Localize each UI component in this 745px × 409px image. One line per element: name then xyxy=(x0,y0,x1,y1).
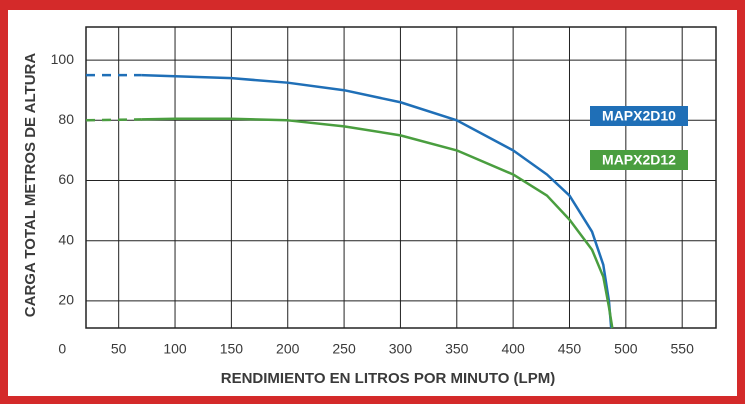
x-tick-label: 100 xyxy=(163,341,187,357)
x-tick-label: 500 xyxy=(614,341,638,357)
x-tick-label: 250 xyxy=(332,341,356,357)
x-tick-label: 50 xyxy=(111,341,127,357)
y-tick-label: 100 xyxy=(51,51,75,67)
y-axis-title: CARGA TOTAL METROS DE ALTURA xyxy=(22,53,39,318)
chart: RENDIMIENTO EN LITROS POR MINUTO (LPM) C… xyxy=(0,0,745,404)
x-tick-label: 450 xyxy=(558,341,582,357)
x-tick-label: 0 xyxy=(58,341,66,357)
x-axis-title: RENDIMIENTO EN LITROS POR MINUTO (LPM) xyxy=(221,370,555,387)
x-tick-label: 550 xyxy=(671,341,695,357)
x-tick-label: 300 xyxy=(389,341,413,357)
y-tick-label: 60 xyxy=(58,171,74,187)
plot-area xyxy=(86,27,716,328)
x-tick-label: 200 xyxy=(276,341,300,357)
x-tick-label: 350 xyxy=(445,341,469,357)
x-tick-label: 150 xyxy=(220,341,244,357)
y-tick-label: 80 xyxy=(58,111,74,127)
x-tick-label: 400 xyxy=(501,341,525,357)
legend-label: MAPX2D10 xyxy=(602,108,676,124)
legend-label: MAPX2D12 xyxy=(602,152,676,168)
y-tick-label: 40 xyxy=(58,231,74,247)
y-tick-label: 20 xyxy=(58,292,74,308)
